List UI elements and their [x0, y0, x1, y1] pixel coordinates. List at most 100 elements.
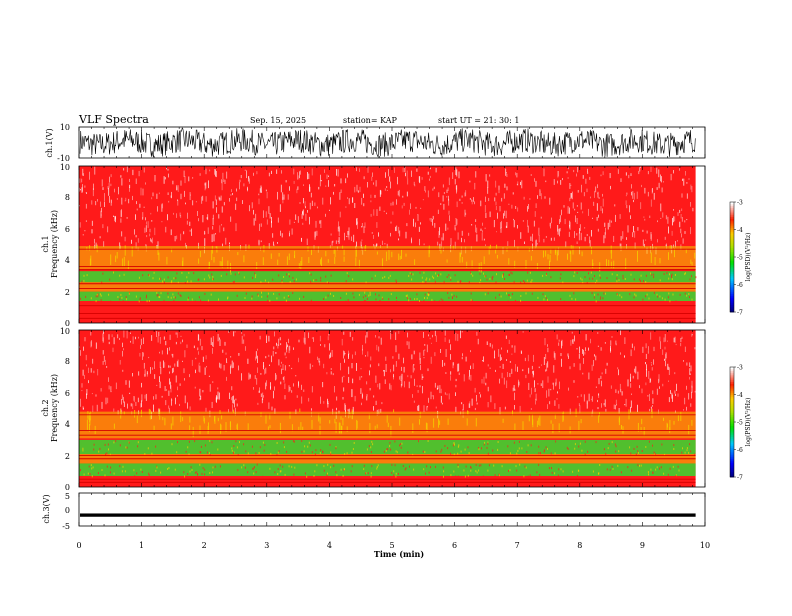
spec1-speck [265, 211, 267, 218]
spec2-spike [148, 408, 150, 415]
spec1-speck [511, 204, 513, 209]
spec1-band-noise [238, 271, 240, 274]
spec1-band-noise [573, 292, 575, 295]
spec2-band-noise [525, 466, 527, 469]
spec1-speck [505, 225, 507, 229]
spec1-speck [258, 239, 260, 246]
spec2-band-noise [315, 449, 317, 452]
spec2-speck [187, 402, 188, 409]
spec1-band-noise [139, 298, 141, 301]
spec2-band-noise [391, 471, 393, 474]
spec1-speck [145, 225, 147, 233]
spec1-speck [295, 214, 297, 220]
spec1-speck [236, 197, 238, 202]
spec1-speck [456, 201, 458, 208]
spec2-speck [199, 338, 201, 346]
spec1-speck [124, 200, 126, 202]
spec2-speck [617, 367, 619, 370]
spec1-speck [172, 180, 174, 185]
spec2-speck [637, 371, 639, 380]
spec1-speck [115, 215, 116, 220]
spec2-speck [352, 378, 354, 384]
spec1-speck [567, 177, 569, 179]
spec2-speck [662, 349, 664, 355]
spec1-band-noise [409, 272, 411, 275]
spec2-speck [600, 347, 602, 351]
spec2-spike [640, 427, 642, 432]
spec2-band-noise [137, 445, 139, 448]
spec1-speck [550, 222, 551, 229]
spec2-spike [663, 417, 664, 421]
spec1-band-noise [569, 294, 571, 297]
spec1-speck [507, 241, 509, 247]
spec2-speck [329, 354, 330, 359]
spec2-spike [159, 408, 161, 420]
spec2-speck [275, 373, 276, 381]
spec1-speck [137, 238, 139, 243]
spec2-band-noise [615, 445, 617, 448]
spec1-speck [390, 232, 391, 237]
spec1-band-noise [640, 280, 642, 283]
spec2-band-noise [286, 450, 288, 453]
spec1-spike [320, 259, 321, 265]
spec2-band-noise [90, 464, 92, 467]
spec2-speck [85, 354, 87, 361]
spec2-speck [122, 342, 123, 348]
spec2-speck [489, 343, 491, 347]
spec2-speck [193, 345, 195, 349]
spec1-speck [484, 205, 486, 213]
spec1-speck [223, 202, 225, 206]
spec2-band-noise [550, 452, 552, 455]
spec2-band-noise [682, 447, 683, 450]
date-label: Sep. 15, 2025 [250, 116, 306, 125]
spec1-band-noise [191, 298, 193, 301]
spec2-band-noise [413, 468, 415, 471]
spec2-speck [348, 366, 350, 375]
spec2-spike [203, 418, 205, 424]
spec2-band-noise [487, 452, 489, 455]
spec2-speck [535, 393, 537, 401]
spec1-speck [150, 239, 152, 243]
cbar1-color-step [730, 244, 734, 247]
spec1-speck [229, 242, 230, 245]
spec2-speck [686, 406, 687, 411]
spec1-speck [549, 222, 551, 227]
spec2-speck [198, 334, 200, 341]
spec2-ylabel-frequency: Frequency (kHz) [50, 374, 59, 442]
spec1-speck [557, 225, 559, 232]
spec2-speck [175, 375, 177, 383]
cbar2-color-step [730, 416, 734, 419]
spec1-speck [325, 213, 326, 217]
spec1-speck [650, 199, 652, 207]
time-tick-label: 3 [264, 541, 269, 550]
spec2-speck [265, 367, 267, 374]
spec2-spike [170, 423, 172, 430]
spec1-speck [79, 178, 81, 183]
spec1-band-noise [364, 291, 366, 294]
spec1-band-noise [146, 300, 148, 303]
spec1-speck [679, 209, 681, 213]
spec2-band-noise [335, 447, 337, 450]
spec1-band-noise [174, 296, 176, 299]
spec2-band-noise [199, 451, 201, 454]
spec2-speck [401, 380, 403, 386]
spec2-speck [351, 389, 353, 398]
cbar2-color-step [730, 471, 734, 474]
spec1-speck [535, 239, 537, 246]
spec1-speck [533, 220, 535, 227]
spec2-band-noise [343, 468, 345, 471]
spec1-band-noise [471, 299, 473, 302]
spec1-speck [406, 191, 408, 197]
spec1-speck [143, 206, 145, 208]
spec2-speck [366, 396, 368, 401]
spec1-speck [404, 167, 406, 173]
spec1-speck [454, 178, 456, 185]
spec1-speck [92, 188, 94, 197]
spec1-speck [247, 186, 248, 190]
spec2-speck [546, 363, 548, 371]
spec2-band-noise [694, 453, 696, 456]
spec1-band-noise [424, 297, 425, 299]
spec1-speck [465, 190, 467, 197]
spec1-band-noise [483, 272, 484, 275]
spec2-spike [374, 425, 376, 430]
